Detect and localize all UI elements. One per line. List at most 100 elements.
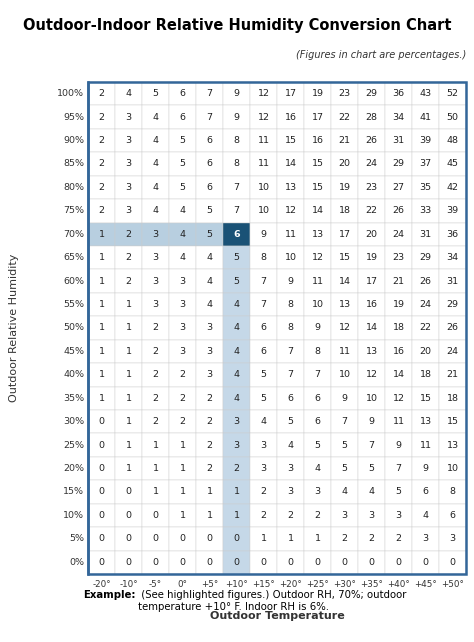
Bar	[223, 457, 250, 480]
Text: 15: 15	[284, 136, 297, 145]
Bar	[115, 270, 142, 293]
Bar	[358, 386, 385, 410]
Text: 5: 5	[180, 183, 185, 192]
Bar	[250, 410, 277, 433]
Bar	[439, 527, 466, 551]
Text: 12: 12	[311, 253, 323, 262]
Bar	[88, 386, 115, 410]
Bar	[196, 527, 223, 551]
Text: 36: 36	[392, 89, 405, 98]
Bar	[331, 363, 358, 386]
Bar	[331, 551, 358, 574]
Text: 5: 5	[180, 159, 185, 168]
Text: 4: 4	[288, 440, 293, 449]
Bar	[439, 223, 466, 246]
Bar	[358, 129, 385, 152]
Text: 24: 24	[365, 159, 377, 168]
Text: 0: 0	[126, 534, 131, 543]
Text: 17: 17	[338, 230, 350, 239]
Text: 2: 2	[207, 440, 212, 449]
Text: 17: 17	[284, 89, 297, 98]
Bar	[169, 480, 196, 504]
Text: 3: 3	[126, 136, 132, 145]
Bar	[385, 105, 412, 129]
Bar	[412, 551, 439, 574]
Bar	[304, 293, 331, 317]
Text: 19: 19	[311, 89, 323, 98]
Text: 5: 5	[207, 230, 212, 239]
Text: 3: 3	[260, 464, 266, 473]
Bar	[358, 199, 385, 223]
Text: -5°: -5°	[149, 580, 162, 589]
Text: 45%: 45%	[63, 347, 84, 356]
Bar	[88, 410, 115, 433]
Text: 24: 24	[392, 230, 404, 239]
Text: (Figures in chart are percentages.): (Figures in chart are percentages.)	[296, 50, 466, 60]
Bar	[169, 223, 196, 246]
Bar	[304, 433, 331, 457]
Bar	[169, 246, 196, 270]
Text: 60%: 60%	[63, 277, 84, 286]
Text: 13: 13	[419, 417, 431, 426]
Bar	[169, 433, 196, 457]
Bar	[223, 199, 250, 223]
Bar	[196, 246, 223, 270]
Bar	[88, 433, 115, 457]
Bar	[115, 386, 142, 410]
Text: +40°: +40°	[387, 580, 410, 589]
Text: 1: 1	[99, 230, 104, 239]
Bar	[412, 199, 439, 223]
Text: 8: 8	[315, 347, 320, 356]
Text: +20°: +20°	[279, 580, 302, 589]
Text: Outdoor-Indoor Relative Humidity Conversion Chart: Outdoor-Indoor Relative Humidity Convers…	[23, 18, 451, 33]
Bar	[385, 82, 412, 105]
Text: Outdoor Temperature: Outdoor Temperature	[210, 611, 345, 621]
Bar	[250, 293, 277, 317]
Text: 0: 0	[261, 558, 266, 567]
Text: 1: 1	[180, 487, 185, 496]
Bar	[142, 129, 169, 152]
Text: 14: 14	[392, 370, 404, 379]
Bar	[412, 527, 439, 551]
Bar	[277, 527, 304, 551]
Bar	[304, 504, 331, 527]
Text: 26: 26	[392, 206, 404, 215]
Text: 0: 0	[234, 558, 239, 567]
Bar	[412, 340, 439, 363]
Text: 1: 1	[99, 253, 104, 262]
Bar	[196, 386, 223, 410]
Bar	[331, 105, 358, 129]
Bar	[169, 457, 196, 480]
Bar	[385, 480, 412, 504]
Text: 2: 2	[126, 253, 131, 262]
Bar	[331, 270, 358, 293]
Text: 14: 14	[365, 324, 377, 333]
Bar	[277, 199, 304, 223]
Text: 4: 4	[126, 89, 131, 98]
Text: 23: 23	[365, 183, 378, 192]
Text: 3: 3	[153, 277, 159, 286]
Bar	[250, 457, 277, 480]
Text: 90%: 90%	[63, 136, 84, 145]
Bar	[277, 504, 304, 527]
Text: 1: 1	[288, 534, 293, 543]
Text: 0: 0	[180, 534, 185, 543]
Text: 0: 0	[449, 558, 456, 567]
Text: 1: 1	[99, 347, 104, 356]
Text: 9: 9	[288, 277, 293, 286]
Bar	[385, 223, 412, 246]
Text: 1: 1	[126, 464, 131, 473]
Bar	[250, 340, 277, 363]
Bar	[358, 152, 385, 176]
Text: 13: 13	[447, 440, 458, 449]
Text: 10: 10	[365, 394, 377, 403]
Text: 2: 2	[234, 464, 239, 473]
Text: 35: 35	[419, 183, 431, 192]
Text: 16: 16	[392, 347, 404, 356]
Text: 12: 12	[365, 370, 377, 379]
Bar	[385, 527, 412, 551]
Bar	[277, 386, 304, 410]
Text: 5: 5	[261, 370, 266, 379]
Bar	[385, 363, 412, 386]
Bar	[169, 105, 196, 129]
